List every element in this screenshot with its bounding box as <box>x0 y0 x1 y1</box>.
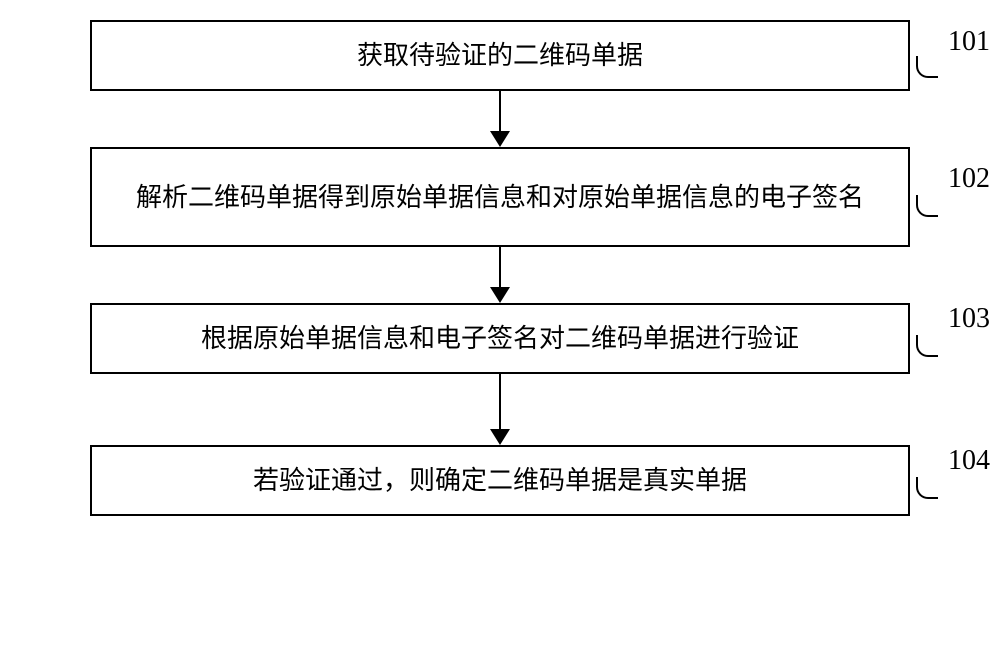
flow-node-label: 101 <box>948 26 990 58</box>
flow-arrow <box>490 374 510 445</box>
flow-node-label: 104 <box>948 445 990 477</box>
flow-arrow <box>490 91 510 147</box>
flow-node-box: 获取待验证的二维码单据 <box>90 20 910 91</box>
flow-node-text: 获取待验证的二维码单据 <box>357 36 643 75</box>
flow-node-label: 103 <box>948 303 990 335</box>
flow-node-label: 102 <box>948 163 990 195</box>
flow-node-row: 解析二维码单据得到原始单据信息和对原始单据信息的电子签名102 <box>60 147 940 247</box>
label-notch <box>916 56 938 78</box>
flow-node-box: 解析二维码单据得到原始单据信息和对原始单据信息的电子签名 <box>90 147 910 247</box>
flow-node-text: 解析二维码单据得到原始单据信息和对原始单据信息的电子签名 <box>136 178 864 217</box>
arrow-head-icon <box>490 429 510 445</box>
arrow-head-icon <box>490 131 510 147</box>
flowchart-container: 获取待验证的二维码单据101 解析二维码单据得到原始单据信息和对原始单据信息的电子… <box>60 20 940 516</box>
label-notch <box>916 195 938 217</box>
label-notch <box>916 477 938 499</box>
flow-arrow <box>490 247 510 303</box>
arrow-line <box>499 247 501 287</box>
flow-node-box: 若验证通过，则确定二维码单据是真实单据 <box>90 445 910 516</box>
flow-node-row: 若验证通过，则确定二维码单据是真实单据104 <box>60 445 940 516</box>
arrow-head-icon <box>490 287 510 303</box>
label-notch <box>916 335 938 357</box>
flow-node-row: 获取待验证的二维码单据101 <box>60 20 940 91</box>
flow-node-box: 根据原始单据信息和电子签名对二维码单据进行验证 <box>90 303 910 374</box>
arrow-line <box>499 374 501 429</box>
flow-node-text: 根据原始单据信息和电子签名对二维码单据进行验证 <box>201 319 799 358</box>
flow-node-row: 根据原始单据信息和电子签名对二维码单据进行验证103 <box>60 303 940 374</box>
flow-node-text: 若验证通过，则确定二维码单据是真实单据 <box>253 461 747 500</box>
arrow-line <box>499 91 501 131</box>
